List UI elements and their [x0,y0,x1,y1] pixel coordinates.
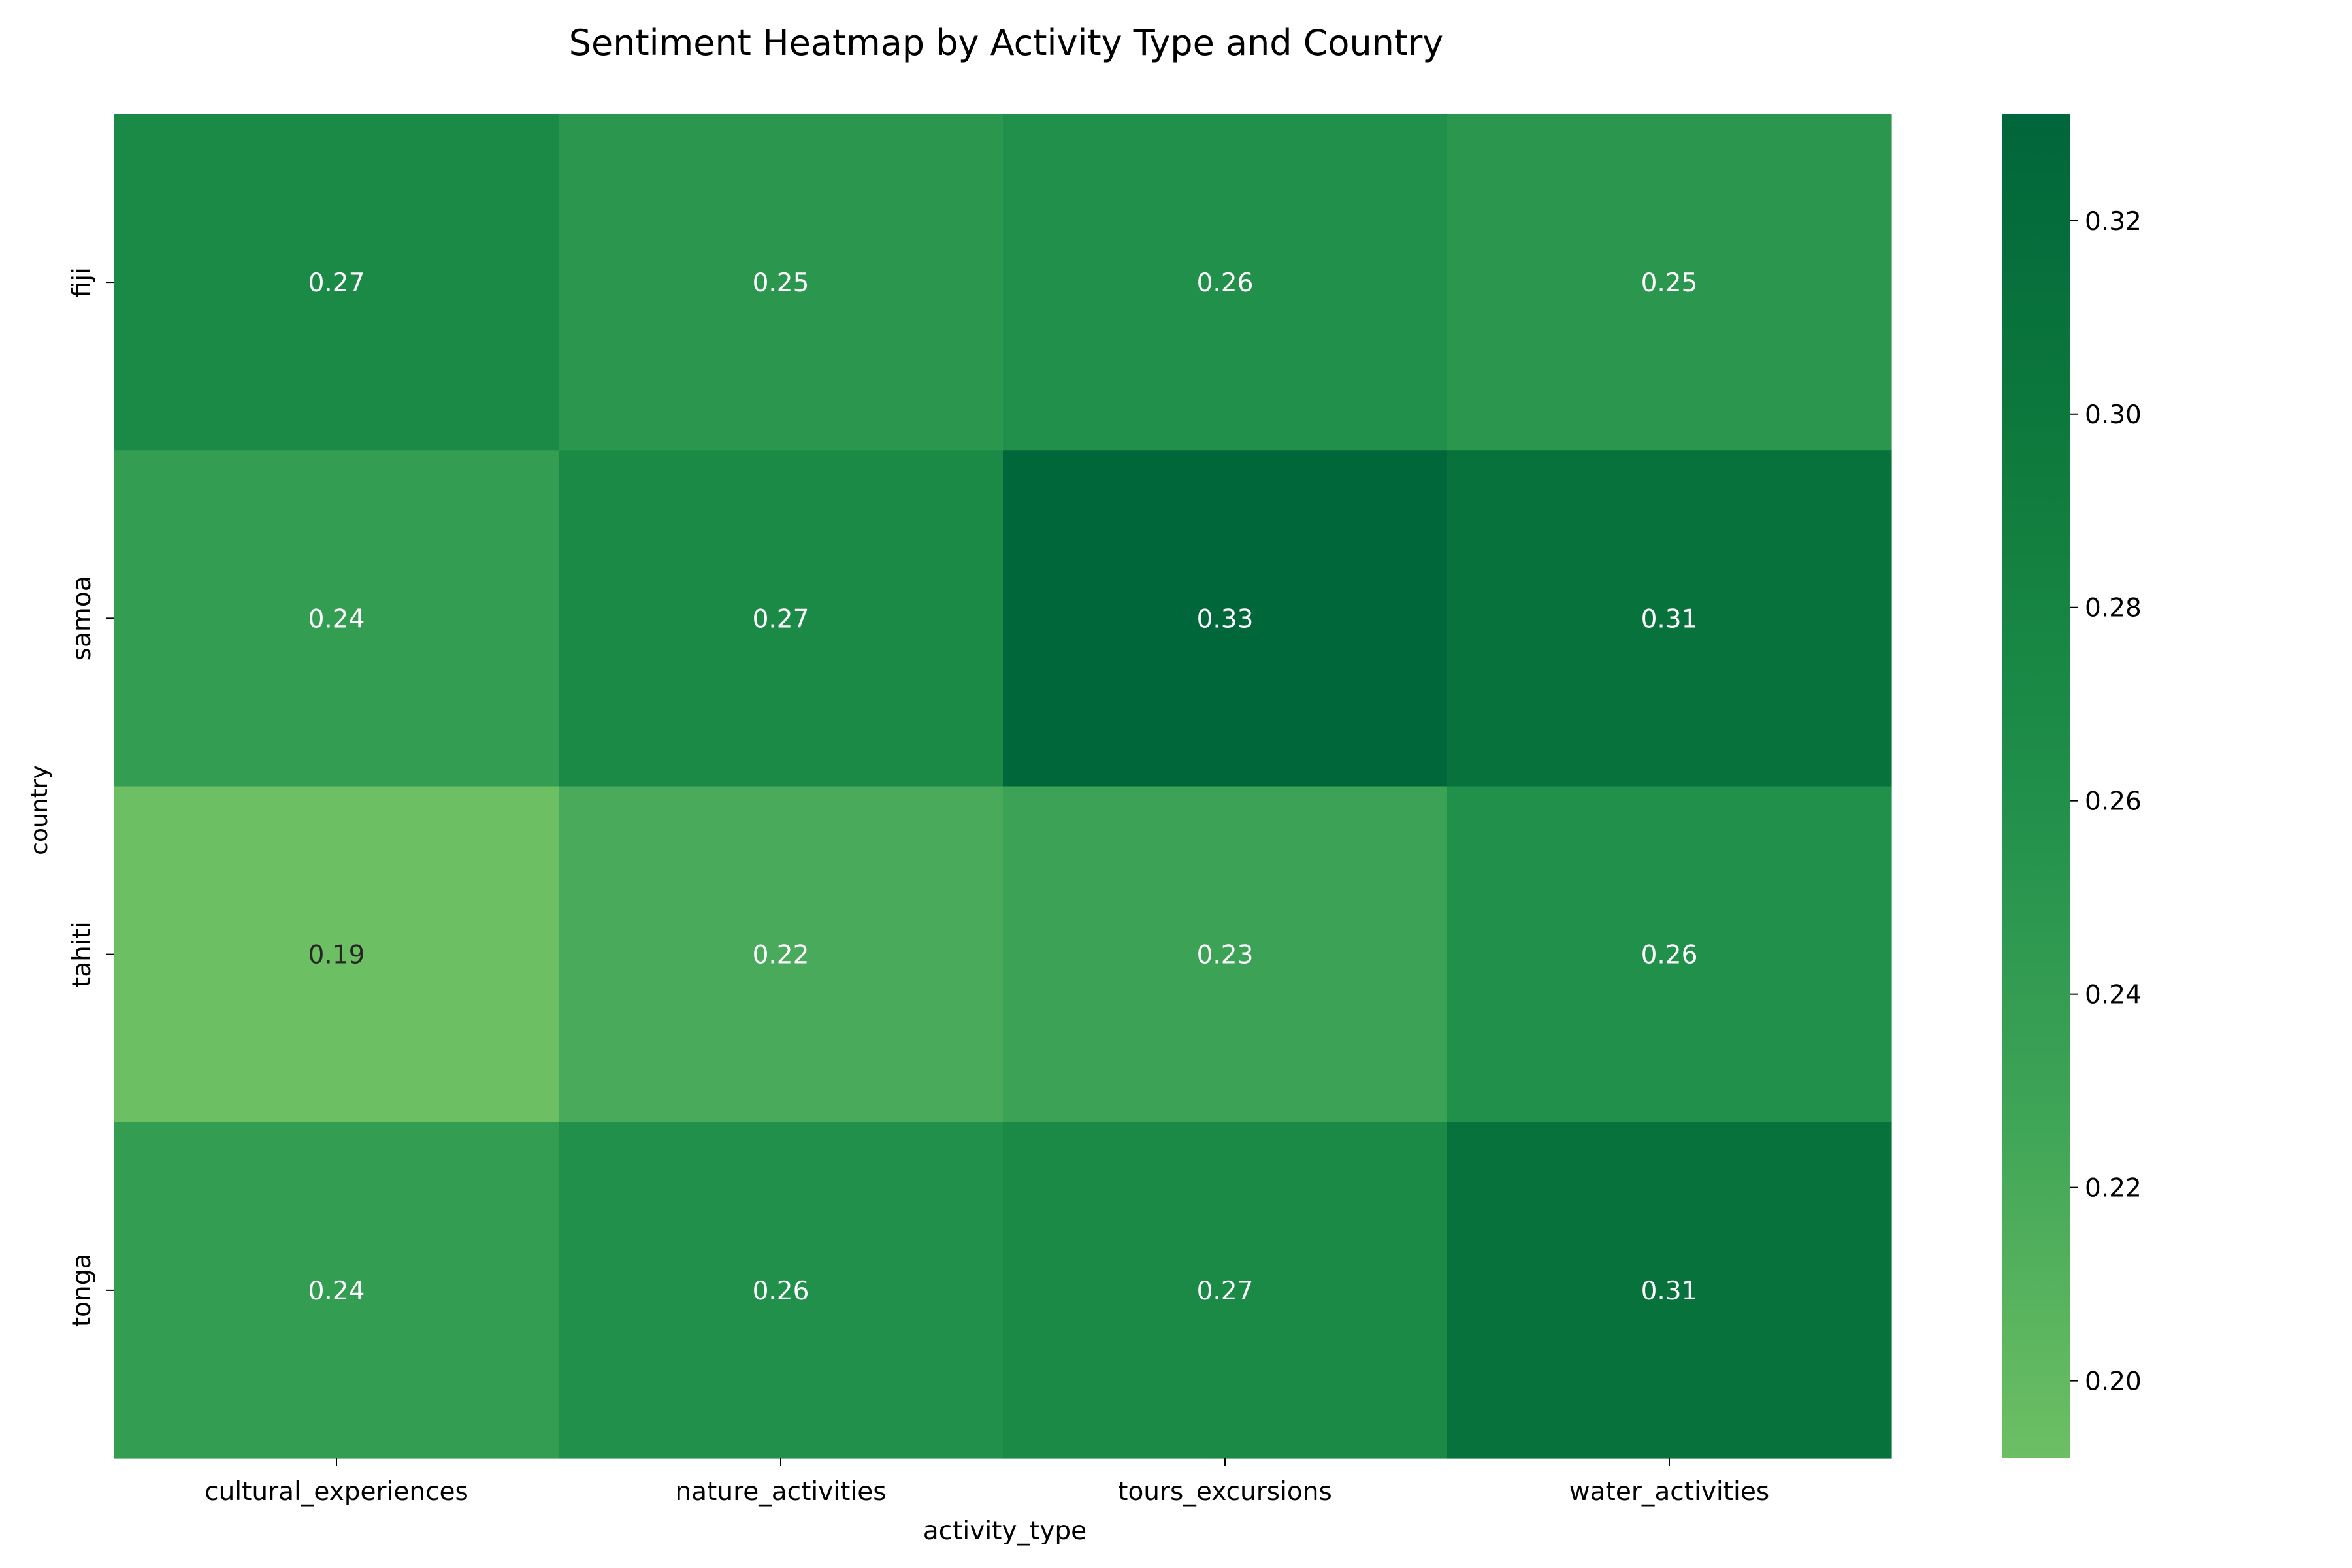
cell-value-label: 0.33 [1197,604,1254,634]
heatmap-cell-fiji-water_activities [1447,114,1892,451]
cell-value-label: 0.27 [753,604,809,634]
heatmap-cell-tonga-cultural_experiences [114,1122,559,1459]
heatmap-cell-tonga-water_activities [1447,1122,1892,1459]
cell-value-label: 0.26 [1197,269,1254,298]
cell-value-label: 0.31 [1641,1277,1698,1306]
heatmap-cell-samoa-nature_activities [559,450,1004,787]
heatmap-cell-tahiti-nature_activities [559,786,1004,1123]
cell-value-label: 0.27 [308,269,365,298]
x-axis-label: activity_type [923,1516,1086,1546]
heatmap-cell-fiji-cultural_experiences [114,114,559,451]
colorbar-tick-label: 0.30 [2085,400,2142,430]
y-tick-label-tahiti: tahiti [67,921,97,987]
x-tick-label-tours_excursions: tours_excursions [1118,1477,1332,1507]
colorbar-tick-label: 0.24 [2085,981,2142,1010]
x-axis-ticks: cultural_experiences nature_activities tou… [204,1458,1769,1507]
cell-value-label: 0.26 [753,1277,809,1306]
x-tick-label-cultural_experiences: cultural_experiences [204,1477,468,1507]
colorbar-tick-label: 0.20 [2085,1367,2142,1397]
colorbar-tick-label: 0.32 [2085,207,2142,237]
heatmap-cell-fiji-tours_excursions [1003,114,1448,451]
colorbar-tick-label: 0.22 [2085,1174,2142,1203]
heatmap-cell-tahiti-tours_excursions [1003,786,1448,1123]
cell-value-label: 0.24 [308,1277,365,1306]
x-tick-label-nature_activities: nature_activities [675,1477,886,1507]
y-tick-label-tonga: tonga [67,1254,97,1328]
heatmap-cell-tonga-tours_excursions [1003,1122,1448,1459]
colorbar-tick-label: 0.26 [2085,787,2142,817]
cell-value-label: 0.24 [308,604,365,634]
cell-value-label: 0.25 [1641,269,1698,298]
chart-title: Sentiment Heatmap by Activity Type and C… [569,22,1444,63]
heatmap-cell-tahiti-cultural_experiences [114,786,559,1123]
cell-value-label: 0.31 [1641,604,1698,634]
cell-value-label: 0.26 [1641,941,1698,970]
cell-value-label: 0.19 [308,941,365,970]
heatmap-cell-tonga-nature_activities [559,1122,1004,1459]
x-tick-label-water_activities: water_activities [1569,1477,1769,1507]
heatmap-cell-fiji-nature_activities [559,114,1004,451]
cell-annotations: 0.27 0.25 0.26 0.25 0.24 0.27 0.33 0.31 0.19 0.22… [308,269,1698,1306]
cell-value-label: 0.23 [1197,941,1254,970]
cell-value-label: 0.22 [753,941,809,970]
y-axis-label: country [26,765,53,855]
heatmap-cell-samoa-cultural_experiences [114,450,559,787]
colorbar [2002,114,2070,1458]
colorbar-ticks: 0.20 0.22 0.24 0.26 0.28 0.30 0.32 [2070,207,2142,1397]
colorbar-tick-label: 0.28 [2085,594,2142,623]
heatmap-cell-samoa-water_activities [1447,450,1892,787]
cell-value-label: 0.25 [753,269,809,298]
heatmap-cell-tahiti-water_activities [1447,786,1892,1123]
y-tick-label-samoa: samoa [67,576,97,661]
y-axis-ticks: fiji samoa tahiti tonga [67,267,114,1327]
y-tick-label-fiji: fiji [67,267,97,297]
heatmap-cell-samoa-tours_excursions [1003,450,1448,787]
heatmap-cells [114,114,1892,1459]
cell-value-label: 0.27 [1197,1277,1254,1306]
